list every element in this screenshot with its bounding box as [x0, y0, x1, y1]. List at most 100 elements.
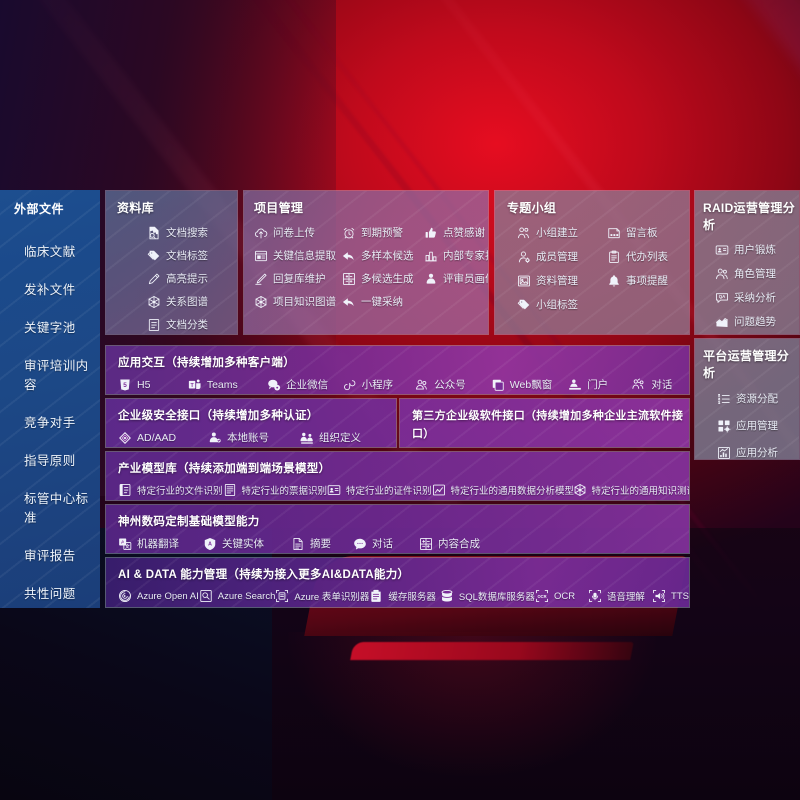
industry-item-data-analysis-model[interactable]: 特定行业的通用数据分析模型 — [432, 483, 574, 497]
project-item-like-thanks[interactable]: 点赞感谢 — [424, 225, 488, 240]
sidebar-item-clinical-literature[interactable]: 临床文献 — [24, 244, 76, 259]
panel-content: 产业模型库（持续添加端到端场景模型） 特定行业的文件识别 特定行业的票据识别 特… — [106, 452, 689, 500]
entity-a-icon: A — [203, 537, 217, 551]
project-item-expiry-alert[interactable]: 到期预警 — [342, 225, 424, 240]
alarm-icon — [342, 226, 356, 240]
ai-item-cache-server[interactable]: 缓存服务器 — [369, 589, 440, 603]
form-recognizer-icon — [275, 589, 289, 603]
library-item-doc-category[interactable]: 文档分类 — [147, 317, 237, 332]
raid-item-issue-trend[interactable]: 问题趋势 — [715, 314, 799, 329]
panel-raid-analysis: RAID运营管理分析 用户锻炼 角色管理 QA 采纳分析 问题趋势 — [694, 190, 800, 335]
panel-texture — [495, 191, 689, 334]
ai-item-tts[interactable]: TTS — [652, 589, 689, 603]
industry-item-receipt-recognition[interactable]: 特定行业的票据识别 — [223, 483, 327, 497]
raid-item-user-training[interactable]: 用户锻炼 — [715, 242, 799, 257]
project-item-questionnaire-upload[interactable]: 问卷上传 — [254, 225, 342, 240]
sidebar-item-keyword-pool[interactable]: 关键字池 — [24, 320, 76, 335]
panel-title-library: 资料库 — [117, 201, 154, 215]
platform-item-app-analysis[interactable]: 应用分析 — [717, 445, 799, 459]
library-item-highlight[interactable]: 高亮提示 — [147, 271, 237, 286]
ai-item-sql-database-server[interactable]: SQL数据库服务器 — [440, 589, 535, 603]
industry-item-file-recognition[interactable]: 特定行业的文件识别 — [118, 483, 223, 497]
panel-topic-group: 专题小组 小组建立 留言板 成员管理 代办列表 — [494, 190, 690, 335]
security-item-ad-aad[interactable]: AD/AAD — [118, 431, 208, 445]
sidebar-item-competitors[interactable]: 竞争对手 — [24, 415, 76, 430]
interaction-item-wechat-work[interactable]: 企业微信 — [267, 377, 343, 392]
group-item-todo-list[interactable]: 代办列表 — [607, 249, 689, 264]
file-recognize-icon — [118, 483, 132, 497]
panel-title-interaction: 应用交互（持续增加多种客户端） — [118, 357, 295, 369]
search-doc-icon — [199, 589, 213, 603]
ai-item-azure-openai[interactable]: Azure Open AI — [118, 589, 199, 603]
sidebar-item-guiding-principles[interactable]: 指导原则 — [24, 453, 76, 468]
sidebar-item-common-issues[interactable]: 共性问题 — [24, 586, 76, 601]
sidebar-item-review-report[interactable]: 审评报告 — [24, 548, 76, 563]
project-item-one-click-adopt[interactable]: 一键采纳 — [342, 294, 424, 309]
project-item-internal-expert-ranking[interactable]: 内部专家排名 — [424, 248, 488, 263]
interaction-item-web-float-window[interactable]: Web飘窗 — [491, 377, 568, 392]
group-item-member-management[interactable]: 成员管理 — [517, 249, 607, 264]
group-item-message-board[interactable]: 留言板 — [607, 225, 689, 240]
official-account-icon — [415, 378, 429, 392]
sidebar-item-supplement-files[interactable]: 发补文件 — [24, 282, 76, 297]
library-item-doc-search[interactable]: 文档搜索 — [147, 225, 237, 240]
raid-item-adoption-analysis[interactable]: QA 采纳分析 — [715, 290, 799, 305]
content-merge-icon — [419, 537, 433, 551]
base-model-item-key-entity[interactable]: A 关键实体 — [203, 536, 291, 551]
library-item-doc-tag[interactable]: 文档标签 — [147, 248, 237, 263]
panel-content: 应用交互（持续增加多种客户端） 5 H5 T Teams 企业微信 小程序 — [106, 346, 689, 394]
panel-texture — [106, 452, 689, 500]
security-item-org-define[interactable]: 组织定义 — [300, 430, 388, 445]
project-item-multi-sample-candidate[interactable]: 多样本候选 — [342, 248, 424, 263]
security-item-row: AD/AAD 本地账号 组织定义 — [106, 424, 396, 445]
project-item-knowledge-graph[interactable]: 项目知识图谱 — [254, 294, 342, 309]
security-item-local-account[interactable]: 本地账号 — [208, 430, 300, 445]
panel-title-third-party: 第三方企业级软件接口（持续增加多种企业主流软件接口） — [412, 410, 684, 440]
group-item-material-management[interactable]: 资料管理 — [517, 273, 607, 288]
project-item-key-info-extract[interactable]: 关键信息提取 — [254, 248, 342, 263]
interaction-item-portal[interactable]: 门户 — [568, 377, 632, 392]
group-item-create-group[interactable]: 小组建立 — [517, 225, 607, 240]
ai-item-speech-understanding[interactable]: 语音理解 — [588, 589, 652, 603]
sidebar-item-list: 临床文献 发补文件 关键字池 审评培训内容 竞争对手 指导原则 标管中心标准 审… — [0, 231, 100, 608]
interaction-item-row: 5 H5 T Teams 企业微信 小程序 公众号 — [106, 371, 689, 392]
ai-item-azure-form-recognizer[interactable]: Azure 表单识别器 — [275, 589, 369, 603]
base-model-item-content-synthesis[interactable]: 内容合成 — [419, 536, 480, 551]
project-item-reviewer-portrait[interactable]: 评审员画像 — [424, 271, 488, 286]
panel-tint — [106, 505, 689, 553]
project-item-reply-library-maintain[interactable]: 回复库维护 — [254, 271, 342, 286]
interaction-item-teams[interactable]: T Teams — [188, 378, 267, 392]
sidebar-item-standards-center[interactable]: 标管中心标准 — [24, 491, 89, 525]
platform-item-resource-allocation[interactable]: 资源分配 — [717, 391, 799, 406]
svg-text:A: A — [121, 539, 125, 544]
ai-item-ocr[interactable]: OCR OCR — [535, 589, 588, 603]
panel-application-interaction: 应用交互（持续增加多种客户端） 5 H5 T Teams 企业微信 小程序 — [105, 345, 690, 395]
receipt-recognize-icon — [223, 483, 237, 497]
platform-item-app-management[interactable]: 应用管理 — [717, 418, 799, 433]
pen-tool-icon — [254, 272, 268, 286]
industry-item-knowledge-eval-model[interactable]: 特定行业的通用知识测评模型 — [573, 483, 689, 497]
svg-text:QA: QA — [719, 294, 726, 299]
raid-item-role-management[interactable]: 角色管理 — [715, 266, 799, 281]
project-item-multi-candidate-generate[interactable]: 多候选生成 — [342, 271, 424, 286]
base-model-item-summary[interactable]: 摘要 — [291, 536, 353, 551]
panel-content: AI & DATA 能力管理（持续为接入更多AI&DATA能力） Azure O… — [106, 558, 689, 607]
interaction-item-h5[interactable]: 5 H5 — [118, 378, 188, 392]
sidebar-item-review-training[interactable]: 审评培训内容 — [24, 358, 89, 392]
panel-tint — [695, 191, 799, 334]
person-gear-icon — [517, 250, 531, 264]
ai-item-azure-search[interactable]: Azure Search — [199, 589, 275, 603]
group-item-reminder[interactable]: 事项提醒 — [607, 273, 689, 288]
platform-item-list: 资源分配 应用管理 应用分析 — [703, 391, 799, 459]
library-item-relation-graph[interactable]: 关系图谱 — [147, 294, 237, 309]
industry-item-id-recognition[interactable]: 特定行业的证件识别 — [327, 483, 432, 497]
group-item-group-tag[interactable]: 小组标签 — [517, 297, 607, 312]
interaction-item-mini-program[interactable]: 小程序 — [343, 377, 416, 392]
base-model-item-dialog[interactable]: 对话 — [353, 536, 419, 551]
summary-doc-icon — [291, 537, 305, 551]
qa-chat-icon: QA — [715, 291, 729, 305]
interaction-item-official-account[interactable]: 公众号 — [415, 377, 491, 392]
grid-merge-icon — [342, 272, 356, 286]
interaction-item-dialog[interactable]: 对话 — [632, 377, 689, 392]
